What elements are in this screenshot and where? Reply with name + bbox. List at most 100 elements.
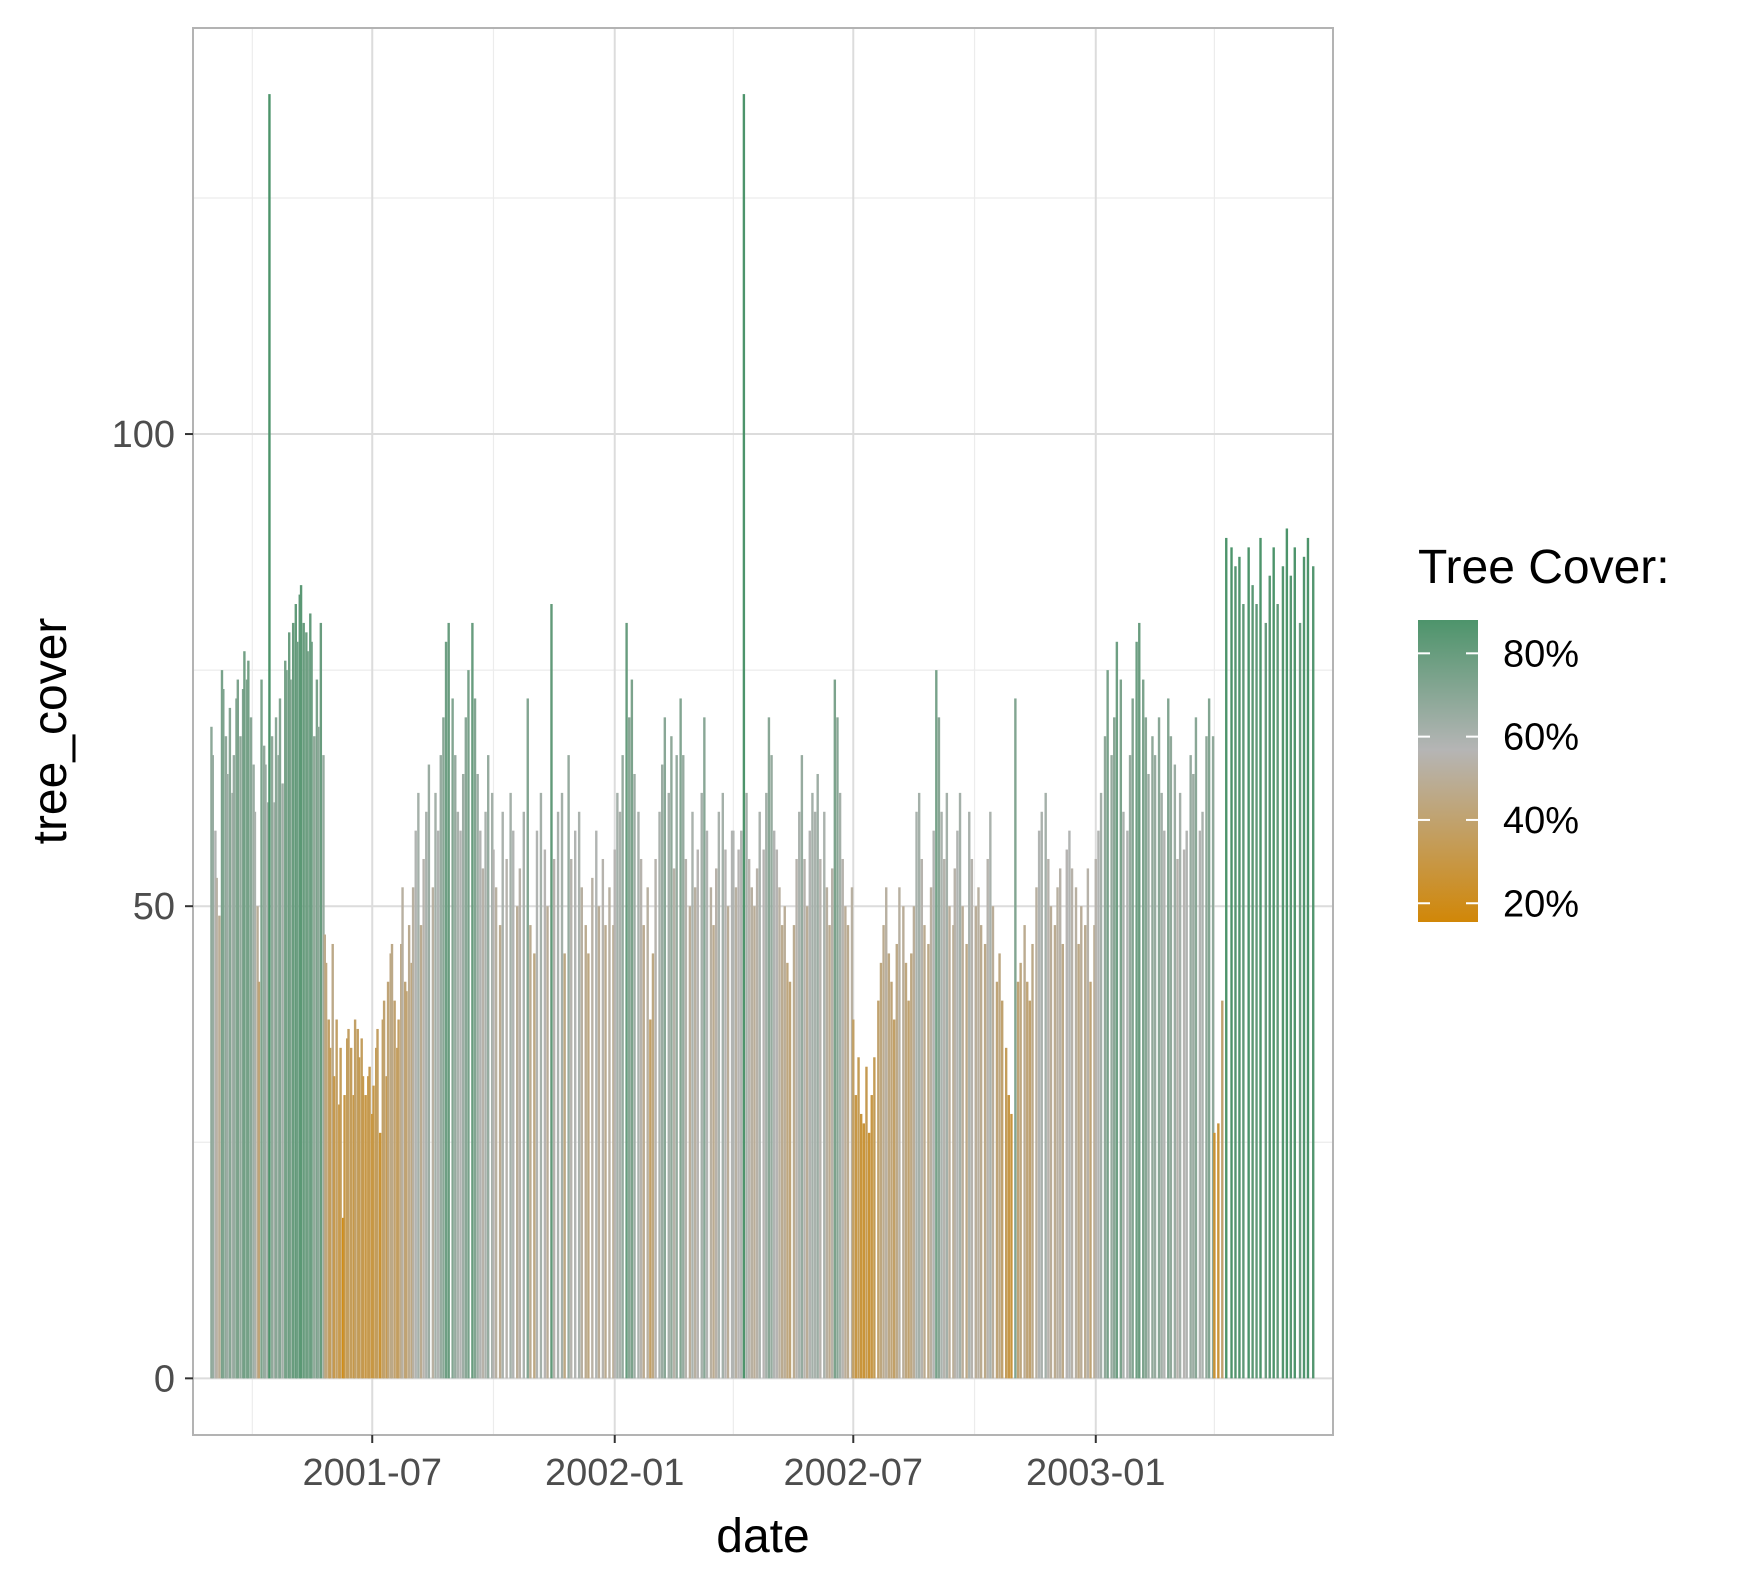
- bar: [1225, 537, 1228, 1379]
- bar: [335, 1019, 338, 1379]
- bar: [684, 858, 688, 1379]
- bar: [910, 953, 913, 1379]
- bar: [1093, 925, 1096, 1379]
- bar: [1264, 622, 1267, 1379]
- bar: [245, 679, 249, 1379]
- bar: [798, 811, 801, 1379]
- bar: [277, 755, 280, 1379]
- bar: [215, 877, 218, 1379]
- bar: [347, 1028, 350, 1379]
- bar: [965, 943, 968, 1379]
- bar: [374, 1047, 378, 1379]
- bar: [857, 1057, 860, 1379]
- bar: [361, 1076, 365, 1379]
- bar: [425, 811, 428, 1379]
- bar: [703, 717, 706, 1379]
- bar: [403, 981, 407, 1379]
- bar: [983, 943, 987, 1379]
- bar: [937, 717, 941, 1379]
- bar: [1058, 868, 1062, 1379]
- bar: [667, 792, 670, 1379]
- bar: [1028, 1000, 1032, 1379]
- bar: [1019, 962, 1022, 1379]
- legend-label: 80%: [1503, 633, 1579, 675]
- bar: [958, 792, 962, 1379]
- y-axis: 0 50 100: [112, 414, 193, 1400]
- bar: [712, 925, 715, 1379]
- bar: [1302, 556, 1306, 1379]
- bar: [1077, 943, 1080, 1379]
- bar: [1084, 925, 1087, 1379]
- bar: [805, 906, 809, 1379]
- bar: [516, 906, 519, 1379]
- bar: [512, 830, 515, 1379]
- bar: [570, 858, 573, 1379]
- bar: [1126, 830, 1129, 1379]
- bar: [750, 887, 753, 1379]
- bar: [974, 906, 978, 1379]
- bar: [628, 717, 631, 1379]
- bar: [1131, 698, 1134, 1379]
- bar: [262, 745, 266, 1379]
- bar: [353, 1019, 357, 1379]
- bar: [1198, 830, 1202, 1379]
- bar: [473, 698, 477, 1379]
- bar: [1151, 736, 1154, 1379]
- bar: [498, 925, 502, 1379]
- bar: [309, 613, 312, 1379]
- bar: [1289, 575, 1293, 1379]
- bar: [378, 1132, 382, 1379]
- bar: [778, 887, 781, 1379]
- bar: [887, 953, 891, 1379]
- bar: [1144, 717, 1148, 1379]
- bar: [522, 811, 525, 1379]
- bar: [755, 868, 759, 1379]
- bar: [1285, 528, 1289, 1379]
- bar: [953, 868, 956, 1379]
- bar: [1167, 698, 1170, 1379]
- bar: [235, 698, 238, 1379]
- bar: [529, 925, 532, 1379]
- bar: [382, 1000, 386, 1379]
- bar: [281, 783, 284, 1379]
- bar: [693, 887, 697, 1379]
- bar: [709, 887, 713, 1379]
- bar: [224, 736, 228, 1379]
- bars-layer: [210, 94, 1315, 1379]
- bar: [270, 736, 274, 1379]
- bar: [977, 887, 980, 1379]
- bar: [1173, 764, 1177, 1379]
- bar: [550, 604, 553, 1379]
- bar: [621, 755, 624, 1379]
- bar: [813, 811, 817, 1379]
- bar: [995, 981, 999, 1379]
- bar: [407, 925, 411, 1379]
- bar: [1094, 858, 1097, 1379]
- bar: [1276, 604, 1279, 1379]
- bar: [1070, 868, 1074, 1379]
- bar: [1185, 830, 1188, 1379]
- bar: [745, 792, 748, 1379]
- bar: [371, 1113, 374, 1379]
- bar: [823, 811, 826, 1379]
- bar: [1097, 830, 1100, 1379]
- bar: [836, 717, 839, 1379]
- bar: [795, 858, 798, 1379]
- bar: [1016, 981, 1020, 1379]
- bar: [1157, 717, 1161, 1379]
- bar: [327, 1019, 330, 1379]
- bar: [783, 906, 786, 1379]
- bar: [226, 773, 229, 1379]
- bar: [1037, 830, 1041, 1379]
- bar: [691, 811, 694, 1379]
- bar: [833, 679, 837, 1379]
- bar: [663, 717, 667, 1379]
- bar: [390, 943, 394, 1379]
- bar: [1004, 1047, 1008, 1379]
- bar: [501, 811, 504, 1379]
- bar: [1230, 547, 1233, 1379]
- bar: [574, 830, 577, 1379]
- bar: [342, 1217, 345, 1379]
- bar: [792, 925, 796, 1379]
